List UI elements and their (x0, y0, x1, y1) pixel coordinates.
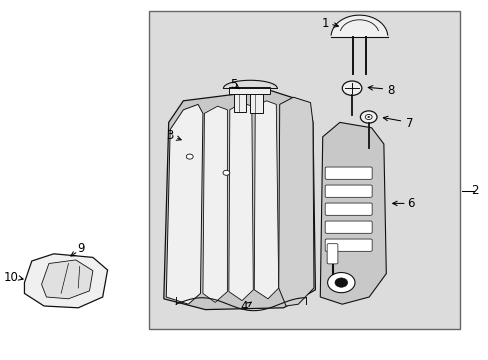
Circle shape (360, 111, 376, 123)
Text: 5: 5 (229, 78, 237, 91)
FancyBboxPatch shape (325, 203, 371, 215)
Circle shape (327, 273, 354, 293)
FancyBboxPatch shape (325, 221, 371, 233)
Bar (250, 90, 262, 113)
Polygon shape (203, 106, 227, 302)
Text: 4: 4 (240, 300, 248, 313)
Polygon shape (320, 122, 386, 304)
Text: 8: 8 (386, 84, 394, 96)
Polygon shape (41, 260, 93, 299)
Text: 1: 1 (321, 17, 328, 30)
Text: 3: 3 (166, 129, 174, 141)
Polygon shape (228, 103, 253, 301)
Text: 2: 2 (470, 184, 478, 197)
Circle shape (365, 114, 371, 120)
Polygon shape (254, 101, 278, 299)
Text: 9: 9 (77, 242, 84, 255)
FancyBboxPatch shape (325, 185, 371, 197)
FancyBboxPatch shape (325, 167, 371, 179)
Polygon shape (278, 97, 313, 306)
FancyBboxPatch shape (325, 239, 371, 251)
Polygon shape (330, 15, 387, 37)
Bar (228, 87, 270, 94)
Circle shape (342, 81, 361, 95)
Text: 6: 6 (406, 197, 414, 210)
Polygon shape (163, 90, 315, 310)
FancyBboxPatch shape (326, 244, 337, 264)
Text: 10: 10 (3, 271, 18, 284)
Circle shape (334, 278, 347, 287)
Circle shape (367, 116, 369, 118)
Circle shape (223, 170, 229, 175)
Text: 7: 7 (405, 117, 413, 130)
Bar (233, 88, 245, 112)
Bar (149, 11, 459, 329)
Polygon shape (24, 254, 107, 308)
Circle shape (186, 154, 193, 159)
Polygon shape (166, 104, 203, 304)
